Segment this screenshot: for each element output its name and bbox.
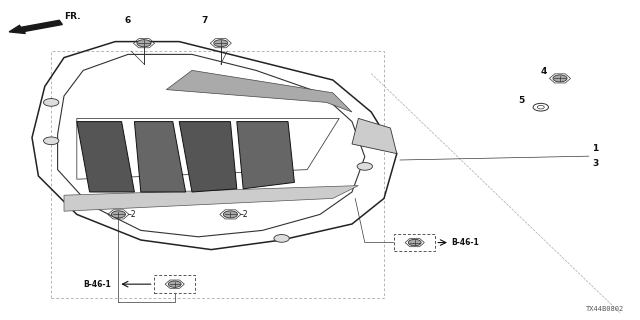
Text: B-46-1: B-46-1 bbox=[83, 280, 111, 289]
Polygon shape bbox=[134, 122, 186, 192]
Text: 3: 3 bbox=[592, 159, 598, 168]
Circle shape bbox=[274, 235, 289, 242]
Bar bbox=[51, 51, 384, 298]
Text: 4: 4 bbox=[541, 68, 547, 76]
Polygon shape bbox=[352, 118, 397, 154]
Bar bbox=[154, 275, 195, 293]
Polygon shape bbox=[77, 122, 134, 192]
Polygon shape bbox=[179, 122, 237, 192]
Polygon shape bbox=[166, 70, 352, 112]
Circle shape bbox=[553, 75, 567, 82]
Circle shape bbox=[137, 40, 151, 47]
Text: –2: –2 bbox=[128, 210, 136, 219]
Polygon shape bbox=[237, 122, 294, 189]
FancyArrow shape bbox=[9, 20, 62, 34]
Bar bbox=[394, 234, 435, 251]
Circle shape bbox=[44, 137, 59, 145]
Circle shape bbox=[214, 40, 228, 47]
Polygon shape bbox=[64, 186, 358, 211]
Circle shape bbox=[223, 211, 237, 218]
Text: B-46-1: B-46-1 bbox=[451, 238, 479, 247]
Text: TX44B0802: TX44B0802 bbox=[586, 306, 624, 312]
Circle shape bbox=[168, 281, 181, 287]
Circle shape bbox=[44, 99, 59, 106]
Text: –2: –2 bbox=[240, 210, 248, 219]
Text: 6: 6 bbox=[125, 16, 131, 25]
Text: 1: 1 bbox=[592, 144, 598, 153]
Circle shape bbox=[408, 239, 421, 246]
Circle shape bbox=[357, 163, 372, 170]
Text: FR.: FR. bbox=[64, 12, 81, 21]
Text: 5: 5 bbox=[518, 96, 525, 105]
Circle shape bbox=[111, 211, 125, 218]
Text: 7: 7 bbox=[202, 16, 208, 25]
